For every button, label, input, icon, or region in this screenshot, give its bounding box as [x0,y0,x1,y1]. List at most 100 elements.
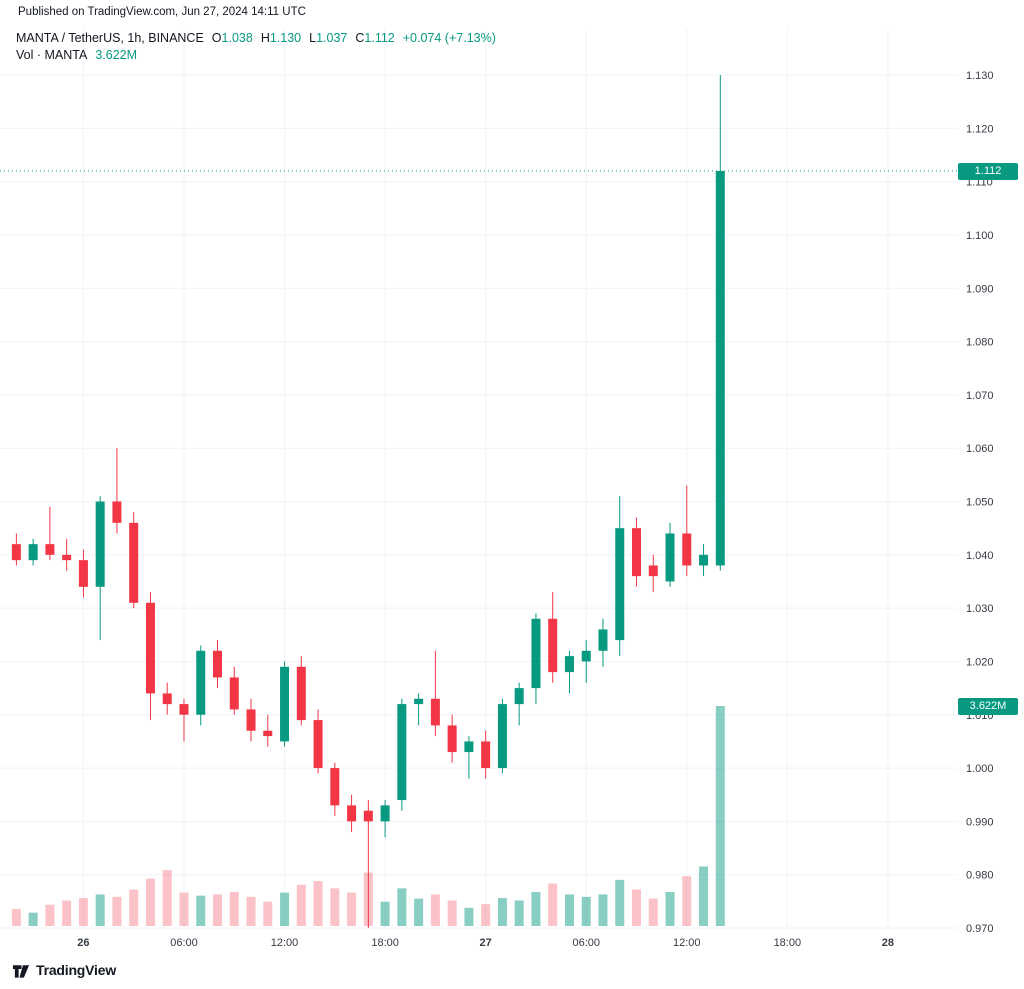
ohlc-low: L1.037 [309,31,348,45]
price-tick-label: 1.130 [966,70,994,82]
volume-bar [347,892,357,926]
volume-bar [196,895,206,926]
footer: TradingView [12,962,116,978]
candle-body [145,602,155,694]
volume-bar [95,894,105,926]
time-tick-label: 27 [480,937,492,949]
candle [497,698,507,774]
volume-bar [330,888,340,926]
volume-bar [296,884,306,926]
tradingview-logo-text[interactable]: TradingView [36,962,117,978]
candle [28,538,38,566]
volume-bar [497,898,507,926]
candle [129,512,139,609]
candle-body [263,730,273,737]
volume-layer [11,706,725,926]
volume-bar [145,878,155,926]
volume-bar [715,706,725,926]
volume-bar [45,904,55,926]
candle-body [615,528,625,641]
volume-bar [564,894,574,926]
price-axis-labels: 1.1301.1201.1101.1001.0901.0801.0701.060… [966,70,994,935]
candle [380,800,390,838]
candle-body [313,720,323,769]
price-tick-label: 1.070 [966,390,994,402]
volume-bar [581,896,591,926]
price-tick-label: 1.090 [966,283,994,295]
candle-body [196,650,206,715]
candle [581,640,591,683]
candle [112,448,122,534]
price-tick-label: 1.060 [966,443,994,455]
candle [699,544,709,577]
time-tick-label: 06:00 [170,937,198,949]
candle [229,666,239,715]
candle [648,554,658,593]
candle [213,640,222,689]
volume-bar [414,898,424,926]
candle-body [447,725,457,753]
published-line: Published on TradingView.com, Jun 27, 20… [18,6,306,18]
candle [598,618,608,667]
candle [196,645,206,726]
price-tick-label: 0.970 [966,923,994,935]
time-tick-label: 12:00 [271,937,299,949]
volume-badge: 3.622M [958,698,1018,715]
candle-body [665,533,675,582]
candle [363,800,373,928]
volume-bar [229,891,239,926]
candle [95,496,105,641]
volume-bar [514,900,524,926]
candle [296,656,306,726]
candle-body [514,688,524,705]
volume-bar [548,883,558,926]
candle-body [78,560,88,587]
volume-bar [28,912,38,926]
candle [313,709,323,774]
symbol-title: MANTA / TetherUS, 1h, BINANCE [16,31,204,45]
candle-body [699,554,709,566]
tradingview-logo-icon[interactable] [12,962,30,978]
candle-body [280,666,290,742]
candle [682,485,692,577]
candle [145,592,155,721]
volume-bar [598,894,608,926]
price-tick-label: 1.050 [966,497,994,509]
volume-bar [11,908,21,926]
candle-body [464,741,474,753]
candle [78,549,88,598]
price-tick-label: 1.030 [966,603,994,615]
time-tick-label: 18:00 [774,937,802,949]
candle-body [95,501,105,587]
candle-body [581,650,591,662]
candle [263,714,273,747]
candle-body [246,709,256,731]
candle-body [179,704,189,715]
legend-symbol-row: MANTA / TetherUS, 1h, BINANCE O1.038 H1.… [16,30,496,47]
volume-bar [665,891,675,926]
candle-body [162,693,172,705]
candle [11,533,21,566]
candle-body [112,501,122,523]
candle [464,736,474,779]
ohlc-open: O1.038 [211,31,253,45]
candle [280,661,290,747]
candle [665,522,675,587]
volume-bar [380,901,390,926]
candle [715,75,725,571]
volume-bar [313,881,323,926]
grid-layer [0,28,958,930]
candle-body [28,544,38,561]
candle [62,538,72,571]
price-tick-label: 1.020 [966,656,994,668]
candle [162,682,172,715]
price-change: +0.074 (+7.13%) [402,31,496,45]
candle [548,592,558,683]
volume-bar [447,900,457,926]
candle-body [397,704,407,801]
ohlc-close: C1.112 [355,31,395,45]
volume-bar [430,894,440,926]
time-tick-label: 28 [882,937,894,949]
candle-body [380,805,390,822]
volume-bar [162,870,172,926]
